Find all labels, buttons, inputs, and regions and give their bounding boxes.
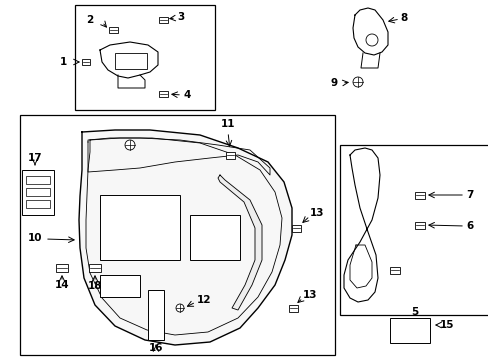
Bar	[20, 115, 334, 355]
Bar	[82, 59, 90, 65]
Polygon shape	[218, 175, 262, 310]
Text: 10: 10	[28, 233, 42, 243]
Bar	[389, 266, 399, 274]
Bar	[291, 225, 300, 231]
Text: 5: 5	[410, 307, 418, 317]
Text: 6: 6	[465, 221, 472, 231]
Bar	[148, 290, 163, 340]
Text: 15: 15	[439, 320, 453, 330]
Bar	[414, 221, 424, 229]
Text: 2: 2	[85, 15, 93, 25]
Bar	[26, 176, 50, 184]
Bar	[100, 195, 180, 260]
Bar	[100, 275, 140, 297]
Text: 16: 16	[148, 343, 163, 353]
Bar	[89, 264, 101, 272]
Bar	[190, 215, 240, 260]
Text: 13: 13	[303, 290, 317, 300]
Bar	[288, 305, 297, 311]
Bar	[225, 152, 234, 158]
Bar	[339, 145, 488, 315]
Text: 3: 3	[177, 12, 184, 22]
Bar	[108, 27, 117, 33]
Bar	[158, 17, 167, 23]
Text: 8: 8	[399, 13, 407, 23]
Text: 9: 9	[330, 78, 337, 88]
Bar	[22, 170, 54, 215]
Polygon shape	[79, 130, 291, 345]
Circle shape	[352, 77, 362, 87]
Text: 13: 13	[309, 208, 324, 218]
Circle shape	[176, 304, 183, 312]
Text: 1: 1	[60, 57, 67, 67]
Bar	[56, 264, 68, 272]
Bar	[115, 53, 147, 69]
Bar	[389, 318, 429, 343]
Circle shape	[365, 34, 377, 46]
Text: 7: 7	[465, 190, 472, 200]
Circle shape	[125, 140, 135, 150]
Text: 11: 11	[220, 119, 235, 129]
Text: 14: 14	[55, 280, 69, 290]
Text: 18: 18	[87, 281, 102, 291]
Bar	[26, 200, 50, 208]
Bar	[414, 192, 424, 198]
Text: 12: 12	[197, 295, 211, 305]
Bar	[158, 91, 167, 97]
Bar	[75, 5, 215, 110]
Text: 4: 4	[183, 90, 190, 100]
Text: 17: 17	[28, 153, 42, 163]
Bar	[26, 188, 50, 196]
